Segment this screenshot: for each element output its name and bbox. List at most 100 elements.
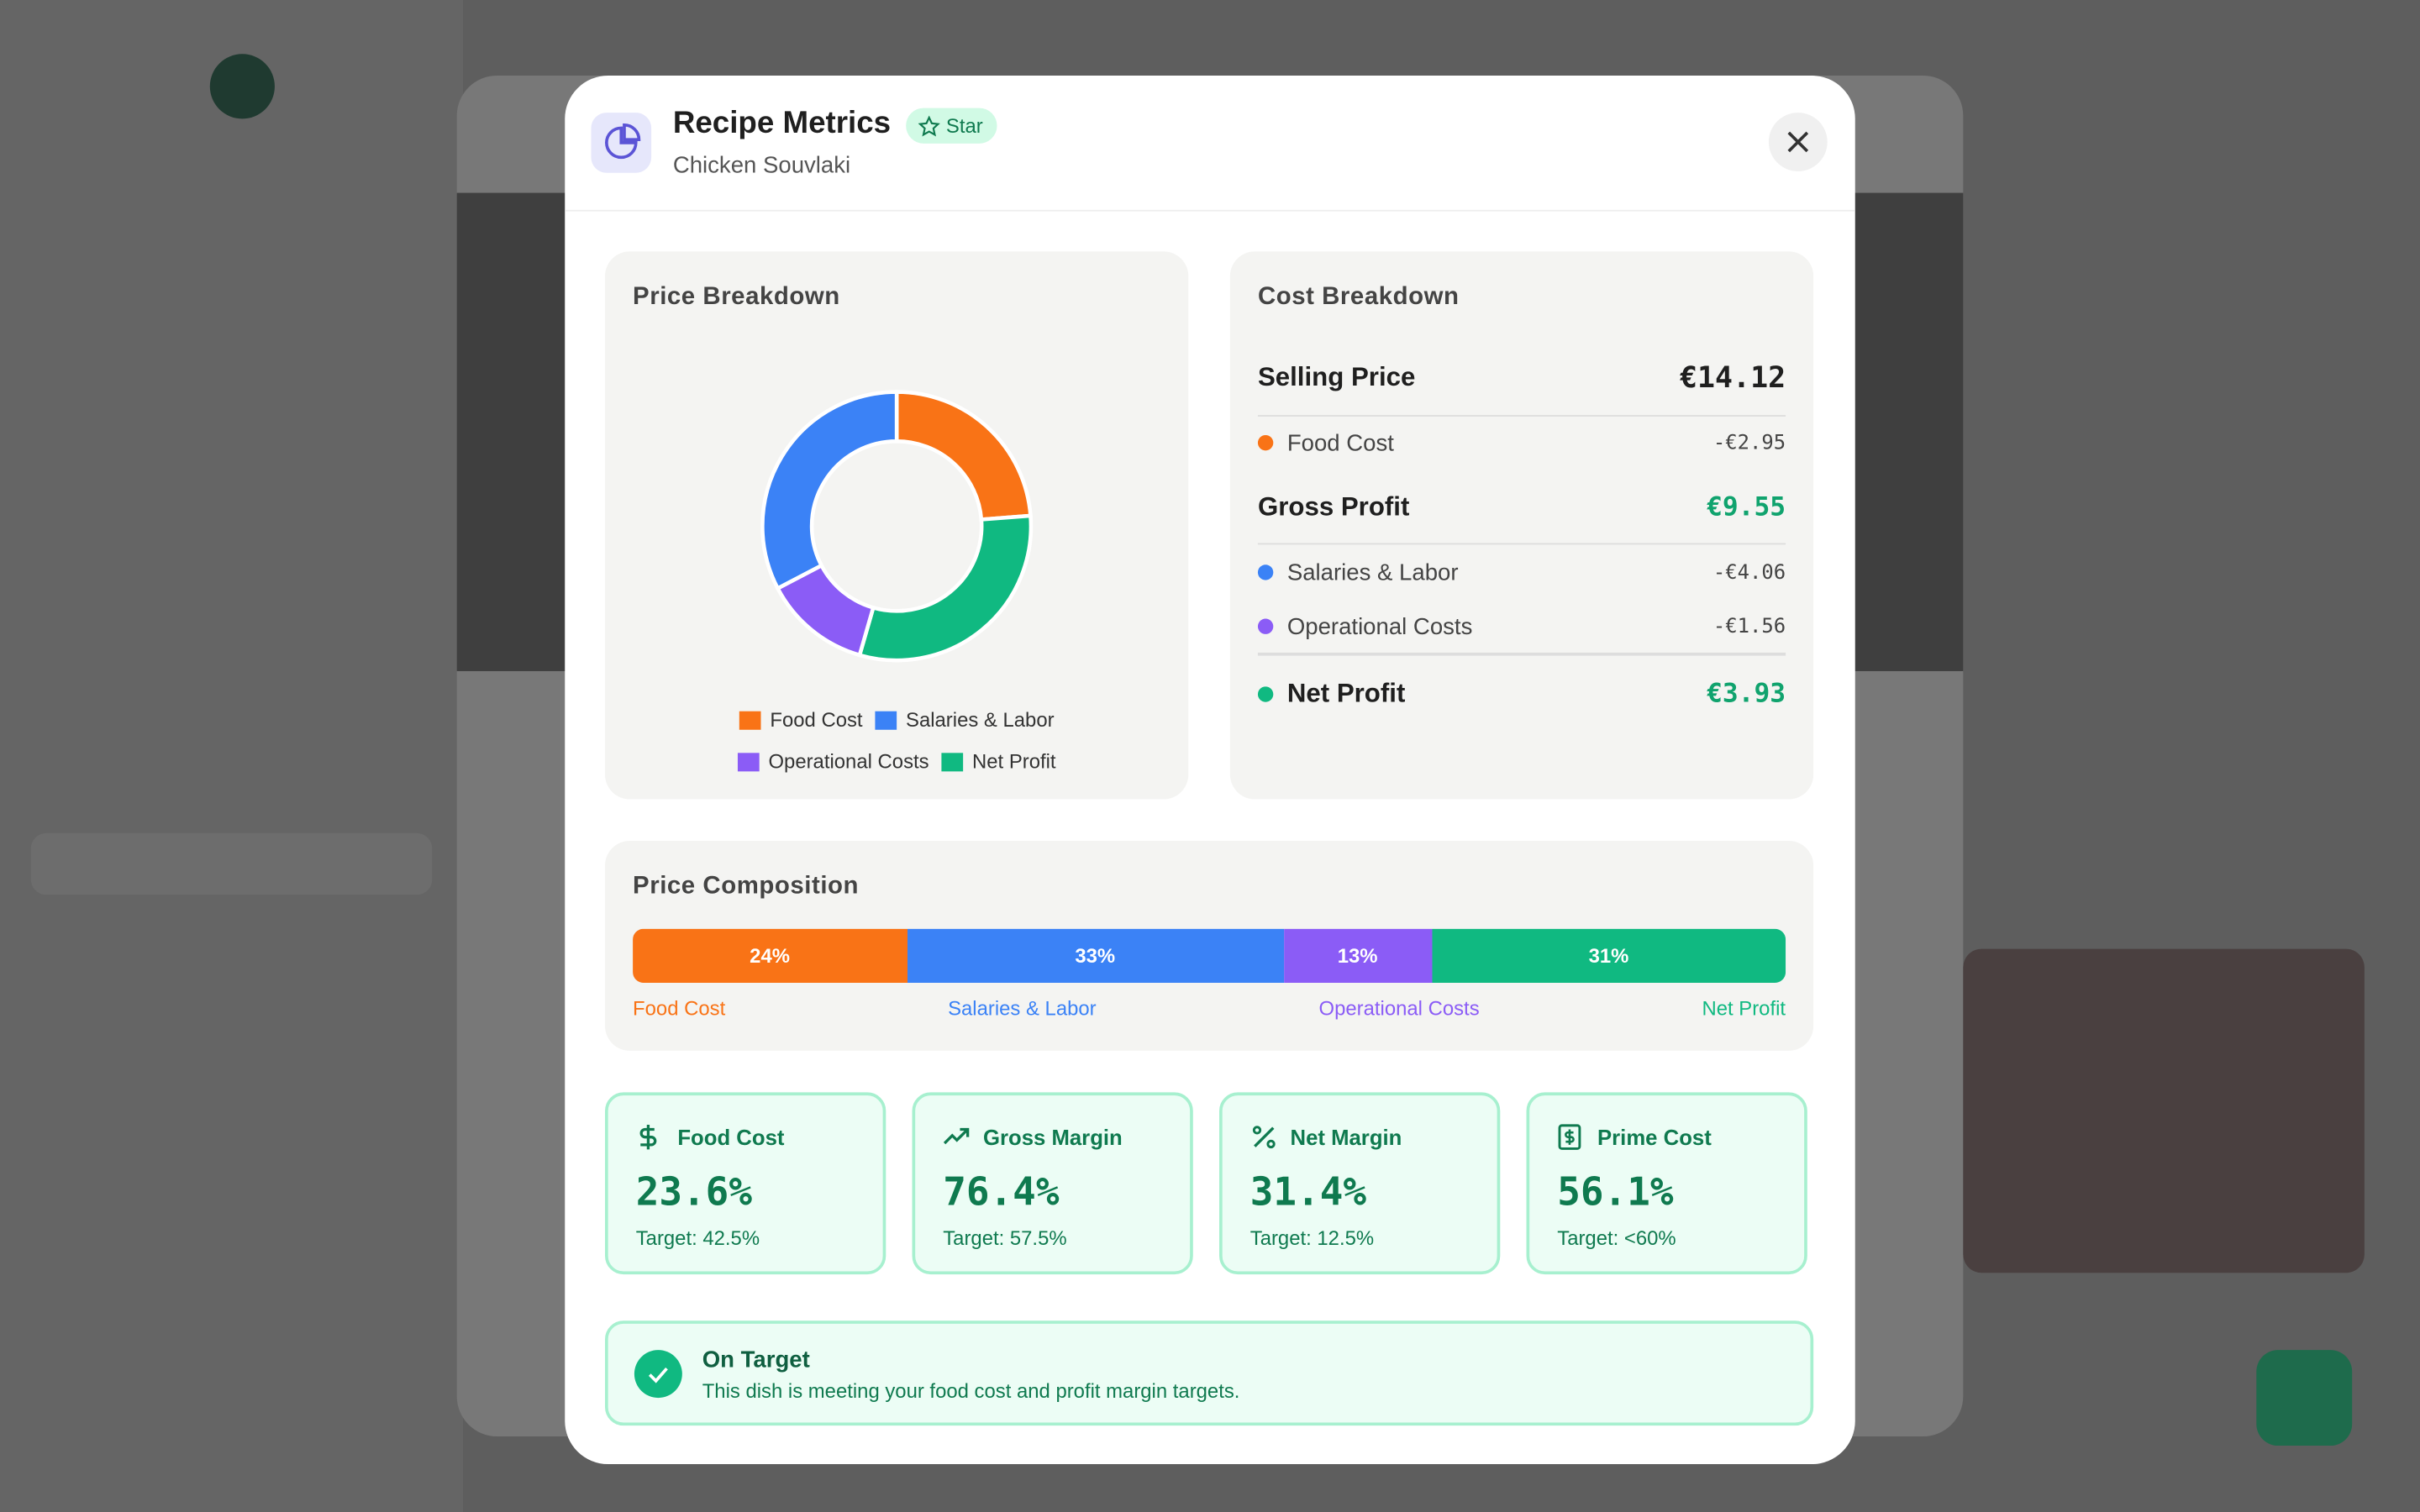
row-label-text: Net Profit bbox=[1286, 679, 1406, 709]
bar-segment: 31% bbox=[1431, 928, 1786, 984]
row-label-text: Salaries & Labor bbox=[1286, 559, 1459, 586]
donut-chart bbox=[760, 390, 1034, 663]
row-value: -€4.06 bbox=[1712, 560, 1786, 585]
fab-backdrop bbox=[2256, 1350, 2353, 1446]
check-badge bbox=[634, 1350, 682, 1399]
receipt-icon bbox=[1558, 1124, 1581, 1150]
kpi-label: Gross Margin bbox=[983, 1124, 1123, 1150]
kpi-card: Gross Margin 76.4% Target: 57.5% bbox=[912, 1092, 1193, 1275]
dot bbox=[1257, 686, 1274, 702]
row-label: Salaries & Labor bbox=[1257, 559, 1459, 586]
donut-segment bbox=[894, 390, 1033, 522]
graphic bbox=[1558, 1124, 1581, 1150]
kpi-target: Target: 42.5% bbox=[635, 1226, 760, 1250]
graphic bbox=[1787, 131, 1809, 153]
row-value: -€2.95 bbox=[1712, 431, 1786, 454]
bar-segment: 24% bbox=[633, 928, 908, 984]
check-icon bbox=[648, 1367, 668, 1383]
legend-item: Net Profit bbox=[941, 749, 1056, 774]
close-icon bbox=[1787, 131, 1809, 153]
legend-item: Food Cost bbox=[739, 708, 863, 732]
card-title: Price Breakdown bbox=[633, 283, 840, 311]
cost-row: Gross Profit €9.55 bbox=[1258, 487, 1786, 528]
modal: Recipe Metrics Star Chicken Souvlaki Pri… bbox=[565, 76, 1855, 1465]
graphic bbox=[1266, 1139, 1276, 1149]
legend-item: Salaries & Labor bbox=[875, 708, 1055, 732]
card-title: Price Composition bbox=[633, 873, 860, 900]
price-composition-card: Price Composition 24% 33% 13% 31% Food Cost… bbox=[605, 841, 1814, 1051]
row-value: €3.93 bbox=[1707, 679, 1786, 710]
card-title: Cost Breakdown bbox=[1257, 283, 1460, 311]
legend-swatch bbox=[875, 710, 897, 729]
row-value: -€1.56 bbox=[1712, 614, 1786, 638]
cost-row: Operational Costs -€1.56 bbox=[1257, 610, 1786, 643]
row-value: €9.55 bbox=[1707, 491, 1786, 523]
legend-swatch bbox=[941, 752, 964, 771]
donut-segment bbox=[857, 513, 1034, 663]
category-label: Net Profit bbox=[1702, 996, 1786, 1021]
photo-backdrop bbox=[1963, 948, 2365, 1273]
graphic bbox=[1254, 1126, 1275, 1147]
bar-segment: 33% bbox=[907, 928, 1284, 984]
row-label-text: Operational Costs bbox=[1286, 613, 1473, 640]
cost-row: Food Cost -€2.95 bbox=[1257, 426, 1786, 459]
kpi-card: Food Cost 23.6% Target: 42.5% bbox=[605, 1092, 886, 1275]
price-breakdown-card: Price Breakdown Food Cost Salaries & Labo… bbox=[605, 251, 1189, 800]
row-label: Gross Profit bbox=[1257, 491, 1410, 522]
segment-label: 31% bbox=[1588, 944, 1629, 968]
kpi-card: Prime Cost 56.1% Target: <60% bbox=[1526, 1092, 1807, 1275]
legend: Food Cost Salaries & Labor Operational Cos… bbox=[704, 708, 1090, 773]
legend-label: Food Cost bbox=[770, 708, 863, 732]
graphic bbox=[623, 123, 641, 142]
row-label: Food Cost bbox=[1257, 429, 1394, 456]
kpi-target: Target: <60% bbox=[1557, 1226, 1676, 1250]
status-banner: On Target This dish is meeting your food… bbox=[605, 1320, 1814, 1426]
row-value: €14.12 bbox=[1680, 360, 1786, 396]
kpi-card: Net Margin 31.4% Target: 12.5% bbox=[1219, 1092, 1501, 1275]
legend-label: Salaries & Labor bbox=[906, 708, 1055, 732]
kpi-target: Target: 12.5% bbox=[1249, 1226, 1375, 1250]
close-button[interactable] bbox=[1768, 113, 1828, 171]
legend-item: Operational Costs bbox=[737, 749, 929, 774]
legend-swatch bbox=[737, 752, 760, 771]
kpi-value: 23.6% bbox=[635, 1169, 752, 1215]
row-label: Net Profit bbox=[1257, 679, 1406, 710]
kpi-value: 56.1% bbox=[1557, 1169, 1674, 1215]
status-title: On Target bbox=[702, 1347, 810, 1373]
category-label: Salaries & Labor bbox=[948, 996, 1097, 1021]
legend-swatch bbox=[739, 710, 761, 729]
modal-title: Recipe Metrics bbox=[672, 106, 892, 141]
row-label: Operational Costs bbox=[1257, 613, 1473, 640]
cost-row: Net Profit €3.93 bbox=[1257, 675, 1786, 715]
legend-label: Operational Costs bbox=[768, 749, 929, 774]
bar-segment: 13% bbox=[1283, 928, 1432, 984]
graphic bbox=[918, 114, 940, 136]
donut-segment bbox=[760, 390, 899, 591]
composition-labels: Food Cost Salaries & Labor Operational Cos… bbox=[633, 997, 1786, 1021]
trend-icon bbox=[943, 1127, 970, 1145]
status-message: This dish is meeting your food cost and … bbox=[702, 1379, 1240, 1403]
kpi-label: Food Cost bbox=[677, 1124, 785, 1150]
star-badge[interactable]: Star bbox=[906, 108, 997, 144]
modal-header bbox=[565, 76, 1855, 212]
row-label-text: Food Cost bbox=[1286, 429, 1394, 456]
cost-breakdown-card: Cost Breakdown Selling Price €14.12 Food … bbox=[1229, 251, 1814, 800]
star-label: Star bbox=[945, 113, 983, 138]
graphic bbox=[605, 126, 638, 160]
star-icon bbox=[918, 114, 940, 136]
sidebar-backdrop bbox=[0, 0, 464, 1512]
divider bbox=[1257, 652, 1786, 656]
legend-label: Net Profit bbox=[972, 749, 1056, 774]
cost-row: Selling Price €14.12 bbox=[1258, 358, 1786, 398]
dollar-icon bbox=[639, 1124, 657, 1150]
dot bbox=[1257, 617, 1274, 633]
header-icon bbox=[591, 113, 652, 173]
kpi-value: 31.4% bbox=[1249, 1169, 1366, 1215]
segment-label: 24% bbox=[750, 944, 790, 968]
kpi-target: Target: 57.5% bbox=[943, 1226, 1067, 1250]
row-label: Selling Price bbox=[1257, 362, 1416, 392]
segment-label: 13% bbox=[1337, 944, 1378, 968]
segment-label: 33% bbox=[1075, 944, 1116, 968]
